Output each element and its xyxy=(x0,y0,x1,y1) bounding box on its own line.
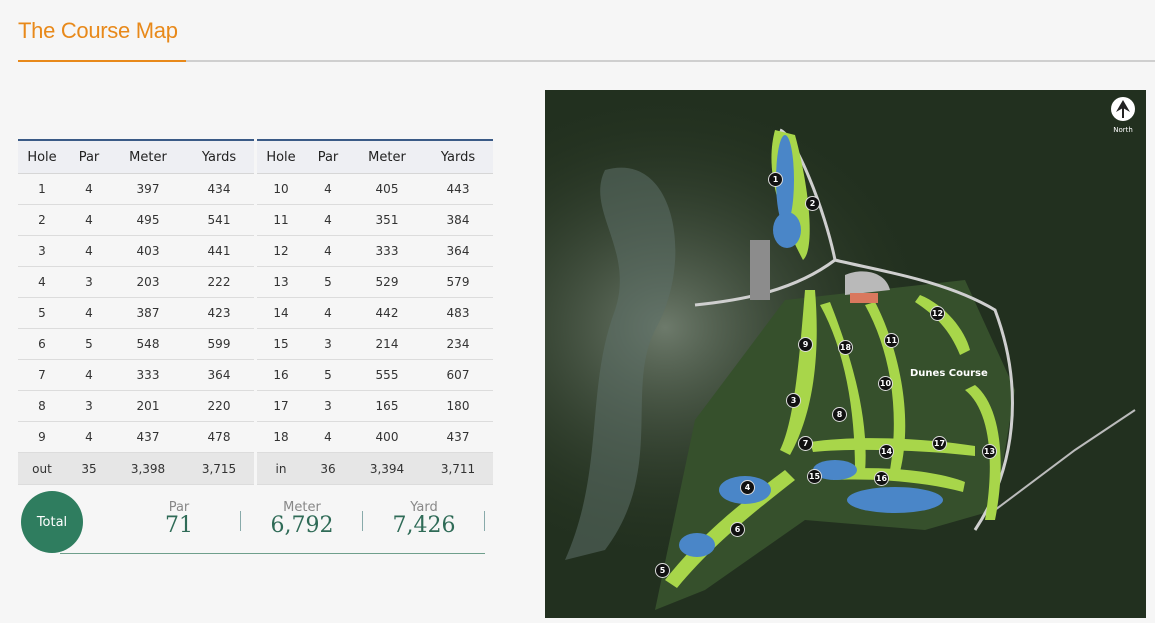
hole-marker: 17 xyxy=(932,436,947,451)
yard-label: Yard xyxy=(410,500,438,515)
aerial-map-graphic xyxy=(545,90,1146,618)
hole-marker: 18 xyxy=(838,340,853,355)
hole-marker: 10 xyxy=(878,376,893,391)
table-row: 11 4 351 384 xyxy=(257,204,493,236)
hole-marker: 9 xyxy=(798,337,813,352)
hole-marker: 15 xyxy=(807,469,822,484)
table-row: 14 4 442 483 xyxy=(257,297,493,329)
hole-marker: 4 xyxy=(740,480,755,495)
col-meter: Meter xyxy=(351,140,423,174)
stat-divider xyxy=(484,511,485,531)
col-par: Par xyxy=(66,140,112,174)
col-meter: Meter xyxy=(112,140,184,174)
table-row: 18 4 400 437 xyxy=(257,421,493,453)
north-arrow-icon xyxy=(1111,97,1135,121)
col-hole: Hole xyxy=(257,140,305,174)
total-meter: Meter 6,792 xyxy=(242,500,362,538)
table-row: 15 3 214 234 xyxy=(257,328,493,360)
table-row: 7 4 333 364 xyxy=(18,359,254,391)
north-indicator: North xyxy=(1110,96,1136,134)
hole-marker: 5 xyxy=(655,563,670,578)
table-row: 17 3 165 180 xyxy=(257,390,493,422)
table-row: 9 4 437 478 xyxy=(18,421,254,453)
table-row: 2 4 495 541 xyxy=(18,204,254,236)
in-total-row: in 36 3,394 3,711 xyxy=(257,452,493,485)
hole-marker: 14 xyxy=(879,444,894,459)
table-row: 16 5 555 607 xyxy=(257,359,493,391)
hole-marker: 13 xyxy=(982,444,997,459)
meter-value: 6,792 xyxy=(270,513,334,538)
yard-value: 7,426 xyxy=(392,513,456,538)
hole-marker: 8 xyxy=(832,407,847,422)
table-row: 8 3 201 220 xyxy=(18,390,254,422)
total-badge: Total xyxy=(21,491,83,553)
hole-marker: 11 xyxy=(884,333,899,348)
page-title: The Course Map xyxy=(18,18,178,43)
front-nine-table: Hole Par Meter Yards 1 4 397 434 2 4 495 541 3… xyxy=(18,139,254,485)
table-row: 1 4 397 434 xyxy=(18,173,254,205)
out-total-row: out 35 3,398 3,715 xyxy=(18,452,254,485)
stat-divider xyxy=(362,511,363,531)
hole-marker: 1 xyxy=(768,172,783,187)
north-label: North xyxy=(1113,126,1133,134)
back-nine-table: Hole Par Meter Yards 10 4 405 443 11 4 351 384… xyxy=(257,139,493,485)
par-label: Par xyxy=(168,500,190,515)
col-par: Par xyxy=(305,140,351,174)
hole-marker: 7 xyxy=(798,436,813,451)
table-row: 12 4 333 364 xyxy=(257,235,493,267)
table-row: 10 4 405 443 xyxy=(257,173,493,205)
col-yards: Yards xyxy=(184,140,254,174)
table-row: 13 5 529 579 xyxy=(257,266,493,298)
title-accent-bar xyxy=(18,60,186,62)
total-par: Par 71 xyxy=(119,500,239,538)
total-underline xyxy=(60,553,485,554)
hole-marker: 6 xyxy=(730,522,745,537)
table-row: 5 4 387 423 xyxy=(18,297,254,329)
hole-marker: 12 xyxy=(930,306,945,321)
total-label: Total xyxy=(36,514,68,530)
col-yards: Yards xyxy=(423,140,493,174)
par-value: 71 xyxy=(165,513,193,538)
hole-marker: 16 xyxy=(874,471,889,486)
col-hole: Hole xyxy=(18,140,66,174)
course-map-image: North Dunes Course 1 2 3 4 5 6 7 8 9 10 … xyxy=(545,90,1146,618)
table-row: 4 3 203 222 xyxy=(18,266,254,298)
title-divider xyxy=(18,60,1155,62)
stat-divider xyxy=(240,511,241,531)
course-label: Dunes Course xyxy=(910,368,988,379)
meter-label: Meter xyxy=(283,500,321,515)
hole-marker: 3 xyxy=(786,393,801,408)
total-yard: Yard 7,426 xyxy=(364,500,484,538)
table-row: 6 5 548 599 xyxy=(18,328,254,360)
hole-marker: 2 xyxy=(805,196,820,211)
table-row: 3 4 403 441 xyxy=(18,235,254,267)
